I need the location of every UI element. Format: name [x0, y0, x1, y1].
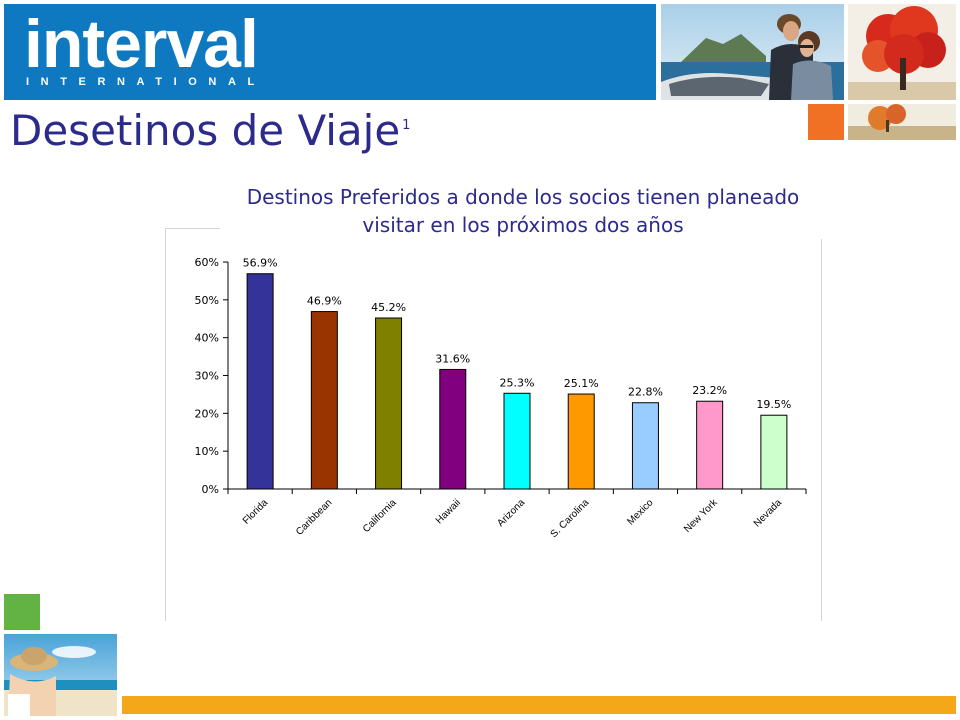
beach-hat-photo: [4, 634, 117, 716]
y-tick-label: 0%: [202, 483, 219, 496]
bar: [760, 414, 788, 490]
footer-bar: [122, 696, 956, 714]
bar-value-label: 23.2%: [692, 384, 727, 397]
bar-value-label: 25.3%: [500, 376, 535, 389]
green-accent-square: [4, 594, 40, 630]
chart-title: Destinos Preferidos a donde los socios t…: [220, 183, 826, 239]
bar-value-label: 25.1%: [564, 377, 599, 390]
bar-value-label: 19.5%: [756, 398, 791, 411]
y-tick-label: 10%: [195, 445, 219, 458]
bar-value-label: 46.9%: [307, 295, 342, 308]
bar: [310, 311, 338, 490]
x-category-label: Florida: [241, 497, 271, 527]
bar-chart: 0% 10% 20% 30% 40% 50% 60% 56.9% Florida 46.9% Car…: [195, 256, 807, 540]
y-tick-label: 50%: [195, 294, 219, 307]
x-category-label: Nevada: [752, 497, 784, 529]
y-tick-label: 30%: [195, 370, 219, 383]
y-tick-label: 60%: [195, 256, 219, 269]
chart-title-line-1: Destinos Preferidos a donde los socios t…: [246, 185, 800, 209]
y-tick-label: 20%: [195, 407, 219, 420]
x-category-label: Hawaii: [434, 497, 463, 526]
bar: [246, 273, 274, 490]
autumn-field-photo: [848, 104, 956, 140]
bar-value-label: 22.8%: [628, 386, 663, 399]
bar: [503, 392, 531, 490]
bar: [567, 393, 595, 490]
bar-value-label: 56.9%: [243, 257, 278, 270]
bar-value-label: 31.6%: [435, 352, 470, 365]
bar: [439, 368, 467, 490]
x-category-label: New York: [682, 497, 720, 535]
brand-logo: interval: [24, 6, 259, 82]
bar: [375, 317, 403, 490]
couple-car-photo: [661, 4, 844, 100]
x-category-label: Arizona: [495, 497, 527, 529]
brand-tagline: INTERNATIONAL: [26, 76, 266, 88]
x-category-label: S. Carolina: [549, 497, 592, 540]
x-category-label: Caribbean: [294, 497, 334, 537]
bar: [696, 400, 724, 490]
page-title: Desetinos de Viaje 1: [10, 98, 410, 159]
title-footnote-marker: 1: [402, 118, 411, 133]
page-title-text: Desetinos de Viaje: [10, 106, 401, 155]
x-category-label: California: [361, 497, 399, 535]
orange-accent-square: [808, 104, 844, 140]
autumn-tree-photo: [848, 4, 956, 100]
y-tick-label: 40%: [195, 332, 219, 345]
chart-title-line-2: visitar en los próximos dos años: [362, 213, 684, 237]
bar: [631, 402, 659, 490]
x-category-label: Mexico: [625, 497, 655, 527]
bar-value-label: 45.2%: [371, 301, 406, 314]
header-band: interval INTERNATIONAL: [4, 4, 656, 100]
